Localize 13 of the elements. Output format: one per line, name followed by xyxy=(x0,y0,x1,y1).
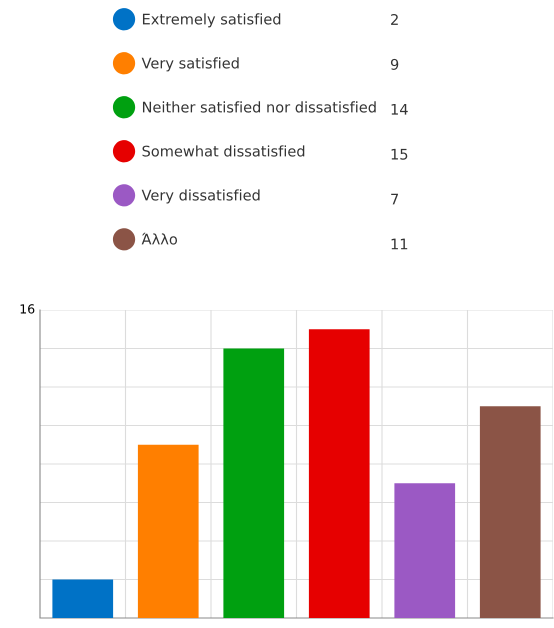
legend-label: Neither satisfied nor dissatisfied xyxy=(142,101,376,113)
text: 14 xyxy=(392,104,408,115)
legend-label: Άλλο xyxy=(142,232,178,245)
legend-label: Very dissatisfied xyxy=(142,189,260,204)
legend-label: Very satisfied xyxy=(142,57,239,72)
y-tick-label: 16 xyxy=(20,304,34,314)
legend-label: Somewhat dissatisfied xyxy=(142,145,304,157)
text: 11 xyxy=(392,238,408,250)
legend-label: Extremely satisfied xyxy=(142,13,280,28)
text: 15 xyxy=(392,148,408,160)
text: 7 xyxy=(391,194,398,204)
text: 9 xyxy=(390,58,398,70)
text: 2 xyxy=(391,14,398,25)
